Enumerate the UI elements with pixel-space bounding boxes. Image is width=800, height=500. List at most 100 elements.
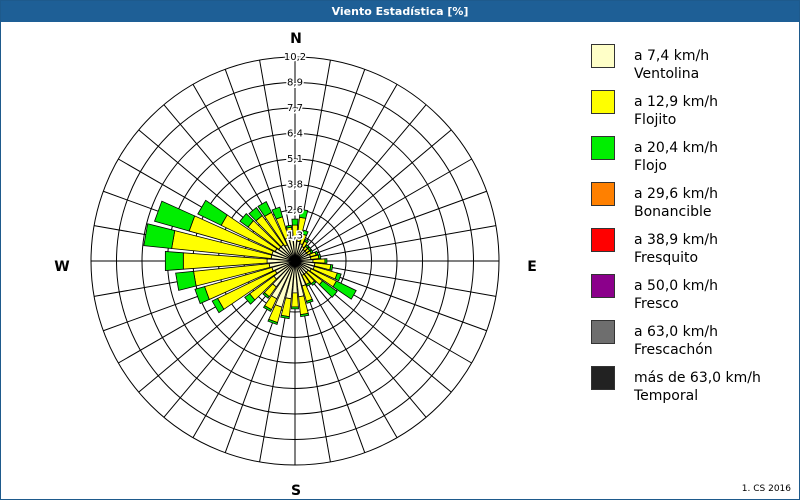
center-dot [291,257,299,265]
ring-label: 7,7 [287,103,303,114]
legend-swatch-flojo [591,136,615,160]
petal-segment [305,281,312,287]
ring-label: 6,4 [287,129,303,140]
grid-spoke [294,260,398,438]
grid-spoke [294,158,472,262]
legend-name: Flojito [634,112,677,128]
petal-segment [304,238,310,244]
compass-east: E [527,259,537,275]
petal-segment [299,208,309,219]
petal-segment [262,291,270,299]
legend-range: a 29,6 km/h [634,186,718,202]
legend-range: a 20,4 km/h [634,140,718,156]
legend-swatch-temporal [591,366,615,390]
legend-item-bonancible: a 29,6 km/h Bonancible [591,179,791,225]
petal-segment [304,244,310,249]
petal-segment [310,280,317,286]
petal-segment [239,213,254,228]
legend-name: Fresco [634,296,679,312]
legend-name: Frescachón [634,342,713,358]
grid-spoke [294,104,427,262]
ring-label: 2,6 [287,205,303,216]
ring-label: 10,2 [284,52,306,63]
grid-spoke [294,190,487,262]
legend-swatch-fresquito [591,228,615,252]
petal-segment [285,224,292,229]
legend-swatch-ventolina [591,44,615,68]
compass-west: W [54,259,69,275]
grid-spoke [294,260,427,418]
legend-range: a 63,0 km/h [634,324,718,340]
legend-range: más de 63,0 km/h [634,370,761,386]
petal-segment [257,201,273,217]
legend-item-fresco: a 50,0 km/h Fresco [591,271,791,317]
ring-label: 8,9 [287,78,303,89]
legend-item-flojito: a 12,9 km/h Flojito [591,87,791,133]
grid-spoke [294,129,452,262]
petal-segment [271,206,283,220]
petal-segment [291,306,299,310]
legend-range: a 12,9 km/h [634,94,718,110]
petal-segment [280,314,290,320]
petal-segment [175,270,197,291]
petal-segment [324,258,328,264]
petal-segment [329,264,334,271]
legend-item-temporal: más de 63,0 km/h Temporal [591,363,791,409]
petal-segment [248,206,263,222]
petal-segment [291,218,299,226]
petal-segment [211,297,225,314]
petal-segment [194,286,210,305]
legend-swatch-flojito [591,90,615,114]
petal-segment [309,249,314,254]
legend-swatch-frescachon [591,320,615,344]
compass-south: S [291,483,301,499]
legend-name: Flojo [634,158,667,174]
legend-name: Temporal [634,388,699,404]
petal-segment [318,280,338,298]
compass-labels: N E S W [54,31,537,499]
petal-segment [334,272,342,282]
compass-north: N [290,31,302,47]
ring-labels: 1,3 2,6 3,8 5,1 6,4 7,7 8,9 10,2 [282,51,307,244]
petal-segment [153,200,196,232]
legend: a 7,4 km/h Ventolina a 12,9 km/h Flojito… [591,41,791,409]
petal-segment [307,246,312,252]
petal-segment [312,258,326,264]
petal-segment [305,298,314,304]
petal-segment [332,280,357,300]
petal-segment [267,318,279,326]
petal-segment [262,305,273,312]
legend-name: Bonancible [634,204,712,220]
legend-range: a 38,9 km/h [634,232,718,248]
polar-grid [90,56,500,466]
legend-name: Ventolina [634,66,700,82]
petal-segment [164,251,184,271]
wind-rose-petals [143,199,357,326]
petal-segment [317,254,322,260]
legend-swatch-fresco [591,274,615,298]
legend-item-fresquito: a 38,9 km/h Fresquito [591,225,791,271]
petal-segment [197,199,228,226]
petal-segment [143,223,176,249]
legend-item-frescachon: a 63,0 km/h Frescachón [591,317,791,363]
petal-segment [302,229,309,236]
legend-range: a 50,0 km/h [634,278,718,294]
petal-segment [244,293,256,305]
ring-label: 1,3 [287,231,303,242]
grid-spoke [294,225,496,262]
ring-label: 3,8 [287,180,303,191]
legend-item-ventolina: a 7,4 km/h Ventolina [591,41,791,87]
grid-spoke [294,84,398,262]
grid-spoke [294,69,366,262]
legend-item-flojo: a 20,4 km/h Flojo [591,133,791,179]
ring-label: 5,1 [287,154,303,165]
petal-segment [291,292,299,308]
window-title: Viento Estadística [%] [1,1,799,22]
petal-segment [300,312,310,318]
legend-range: a 7,4 km/h [634,48,710,64]
legend-swatch-bonancible [591,182,615,206]
petal-segment [314,250,319,256]
legend-name: Fresquito [634,250,699,266]
